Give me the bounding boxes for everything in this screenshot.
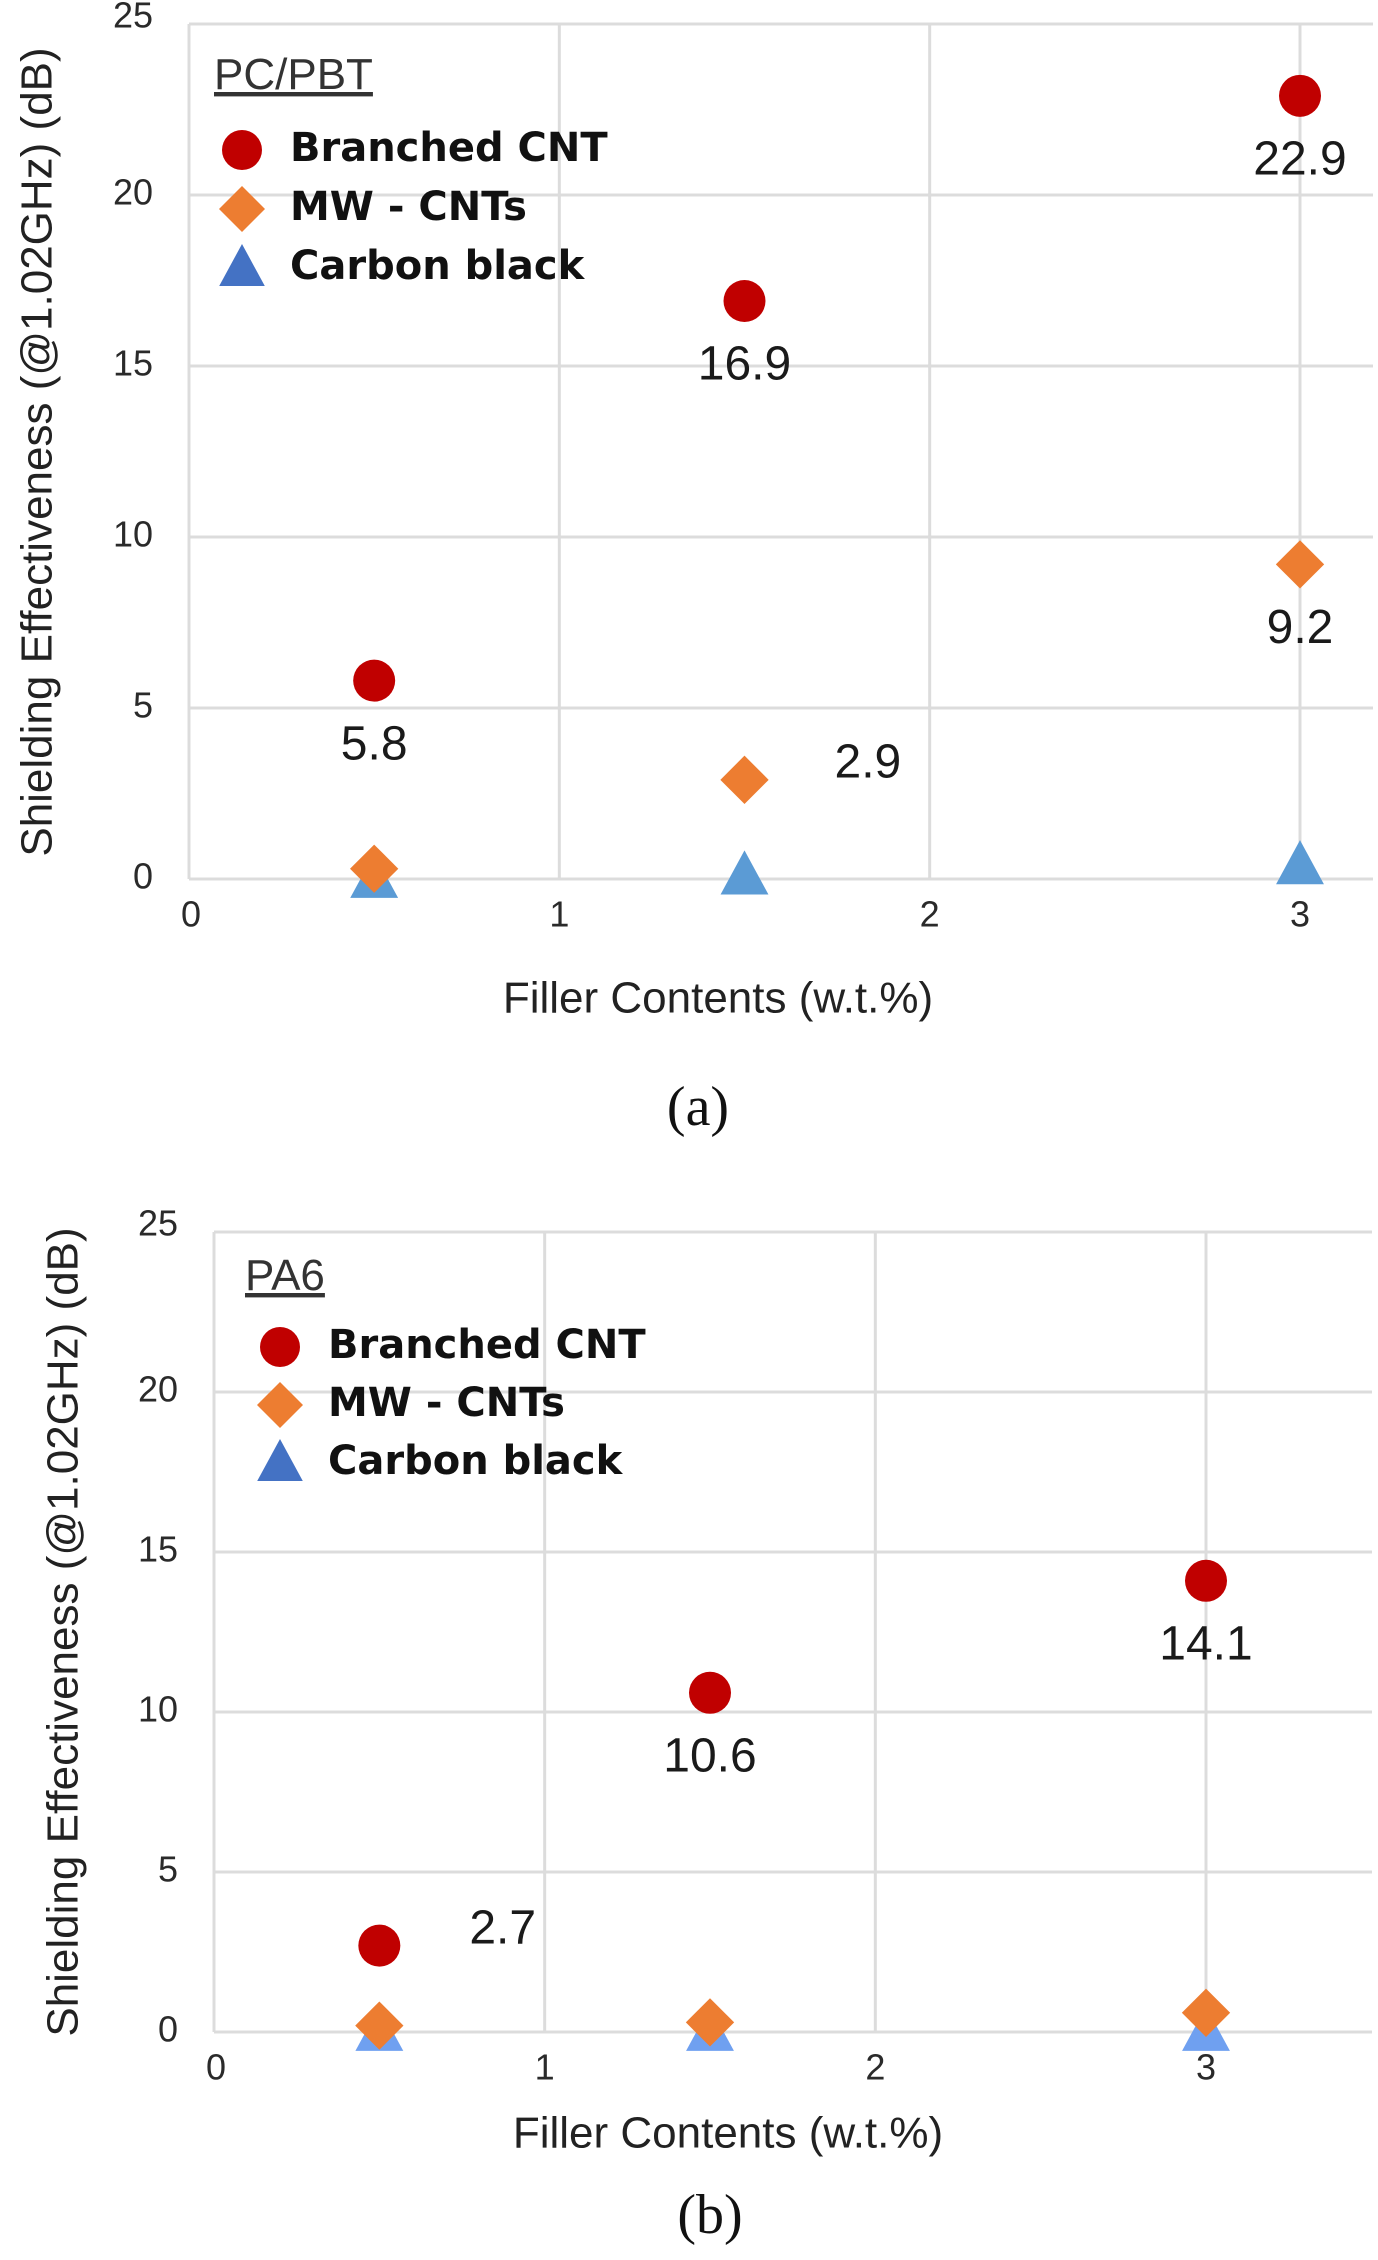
panel-b-caption: (b)	[677, 2184, 742, 2246]
panel-a-x-ticks: 0 1 2 3	[181, 894, 1310, 935]
panel-a-y-ticks: 0 5 10 15 20 25	[113, 0, 153, 897]
y-tick-label: 0	[158, 2009, 178, 2050]
panel-a-x-axis-title: Filler Contents (w.t.%)	[503, 974, 933, 1023]
x-tick-label: 0	[206, 2047, 226, 2088]
panel-a-y-axis-title: Shielding Effectiveness (@1.02GHz) (dB)	[13, 47, 62, 856]
panel-b-legend: PA6 Branched CNT MW - CNTs Carbon black	[245, 1251, 646, 1484]
legend-circle-icon	[222, 130, 262, 170]
y-tick-label: 5	[158, 1849, 178, 1890]
legend-entry-label: Branched CNT	[290, 125, 608, 171]
data-point-triangle	[1276, 840, 1324, 885]
panel-b-marks	[355, 1559, 1231, 2051]
x-tick-label: 3	[1196, 2047, 1216, 2088]
legend-entry-label: MW - CNTs	[290, 184, 527, 230]
y-tick-label: 20	[113, 172, 153, 213]
y-tick-label: 10	[113, 514, 153, 555]
legend-entry-label: Carbon black	[328, 1438, 624, 1484]
data-point-diamond	[350, 844, 399, 893]
y-tick-label: 15	[113, 343, 153, 384]
data-label: 10.6	[663, 1729, 756, 1782]
x-tick-label: 0	[181, 894, 201, 935]
panel-b-y-ticks: 0 5 10 15 20 25	[138, 1203, 178, 2050]
y-tick-label: 25	[113, 0, 153, 36]
x-tick-label: 2	[920, 894, 940, 935]
panel-b-legend-title: PA6	[245, 1251, 325, 1300]
y-tick-label: 10	[138, 1689, 178, 1730]
x-tick-label: 2	[865, 2047, 885, 2088]
y-tick-label: 5	[133, 685, 153, 726]
data-point-diamond	[685, 1998, 735, 2047]
y-tick-label: 20	[138, 1369, 178, 1410]
data-label: 2.9	[835, 735, 902, 788]
panel-b-x-axis-title: Filler Contents (w.t.%)	[513, 2109, 943, 2158]
data-point-circle	[1279, 74, 1321, 117]
x-tick-label: 1	[535, 2047, 555, 2088]
legend-circle-icon	[260, 1327, 300, 1367]
panel-b-data-labels: 2.7 10.6 14.1	[469, 1617, 1252, 1954]
legend-diamond-icon	[257, 1382, 303, 1428]
data-point-diamond	[1275, 540, 1325, 589]
y-tick-label: 25	[138, 1203, 178, 1244]
panel-b: 0 5 10 15 20 25 0 1 2 3 Shielding Effectiveness …	[39, 1203, 1372, 2246]
panel-a-data-labels: 2.9 9.2 5.8 16.9 22.9	[341, 132, 1347, 788]
y-tick-label: 15	[138, 1529, 178, 1570]
data-point-circle	[723, 280, 766, 323]
panel-a-marks	[350, 74, 1325, 898]
data-label: 22.9	[1253, 132, 1346, 185]
x-tick-label: 1	[549, 894, 569, 935]
panel-b-y-axis-title: Shielding Effectiveness (@1.02GHz) (dB)	[39, 1227, 88, 2036]
data-point-circle	[1185, 1559, 1227, 1602]
data-point-circle	[689, 1671, 731, 1714]
panel-a-caption: (a)	[667, 1076, 729, 1138]
data-label: 14.1	[1159, 1617, 1252, 1670]
data-point-triangle	[720, 850, 769, 895]
data-label: 2.7	[469, 1901, 536, 1954]
data-point-diamond	[1181, 1988, 1231, 2037]
legend-triangle-icon	[219, 244, 265, 286]
data-label: 5.8	[341, 717, 408, 770]
panel-b-x-ticks: 0 1 2 3	[206, 2047, 1216, 2088]
panel-a-grid	[187, 22, 1373, 881]
panel-b-grid	[212, 1230, 1372, 2034]
data-point-diamond	[355, 2001, 404, 2050]
panel-a-legend-title: PC/PBT	[214, 50, 373, 99]
legend-entry-label: Carbon black	[290, 243, 586, 289]
panel-a: 0 5 10 15 20 25 0 1 2 3 Shielding Effectiveness …	[13, 0, 1373, 1138]
x-tick-label: 3	[1290, 894, 1310, 935]
legend-entry-label: MW - CNTs	[328, 1380, 565, 1426]
legend-triangle-icon	[257, 1439, 303, 1481]
data-label: 9.2	[1267, 601, 1334, 654]
data-point-diamond	[720, 755, 769, 804]
data-point-circle	[353, 659, 396, 702]
y-tick-label: 0	[133, 856, 153, 897]
data-point-circle	[358, 1924, 401, 1967]
data-label: 16.9	[698, 338, 791, 391]
legend-entry-label: Branched CNT	[328, 1322, 646, 1368]
legend-diamond-icon	[219, 186, 265, 232]
panel-a-legend: PC/PBT Branched CNT MW - CNTs Carbon black	[214, 50, 608, 289]
